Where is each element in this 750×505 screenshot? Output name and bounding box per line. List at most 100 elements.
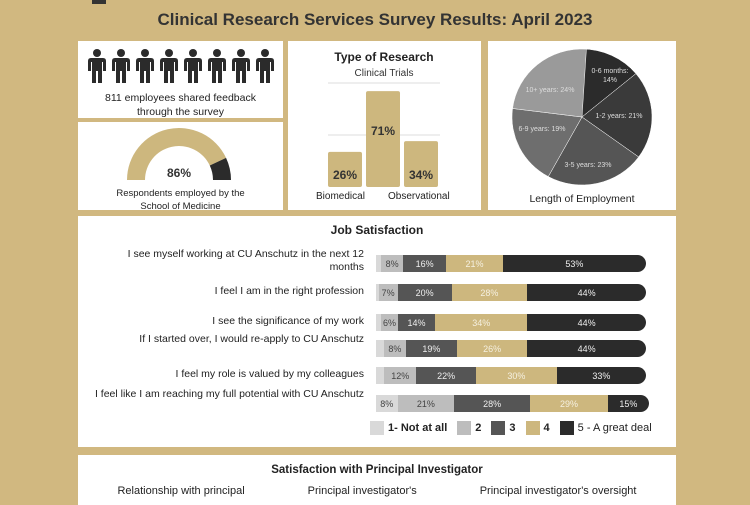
gauge-fill-gold	[127, 128, 227, 180]
stacked-bar: 8% 19% 26% 44%	[376, 340, 646, 357]
pie-label: 6-9 years: 19%	[518, 126, 565, 133]
page-title: Clinical Research Services Survey Result…	[157, 10, 593, 29]
employment-panel: 0-6 months: 14% 1-2 years: 21% 3-5 years: 2…	[488, 41, 676, 210]
research-panel: Type of Research Clinical Trials 26% 71% 3…	[288, 41, 481, 210]
legend-label: 2	[475, 422, 482, 434]
research-title: Type of Research	[334, 50, 433, 64]
pie-label: 3-5 years: 23%	[564, 162, 611, 169]
bar-segment: 22%	[416, 367, 476, 384]
pie-slice	[512, 48, 587, 118]
bar-segment: 15%	[608, 395, 649, 412]
pie-slice	[511, 108, 583, 177]
bar-segment	[376, 255, 382, 272]
pie-label: 10+ years: 24%	[526, 87, 575, 94]
pie-slice	[581, 73, 653, 158]
research-subtitle: Clinical Trials	[355, 68, 414, 79]
bar-segment: 19%	[405, 340, 457, 357]
legend-label: 5 - A great deal	[577, 422, 652, 434]
bar-segment: 8%	[376, 395, 398, 412]
person-icon	[231, 49, 251, 88]
stacked-bar: 8% 21% 28% 29% 15%	[376, 395, 649, 412]
bar-segment: 12%	[384, 367, 417, 384]
legend: 1- Not at all 2 3 4 5 - A great deal	[370, 421, 658, 435]
employment-pie: 0-6 months: 14% 1-2 years: 21% 3-5 years: 2…	[511, 48, 653, 205]
header-logo	[92, 0, 106, 4]
pie-title: Length of Employment	[529, 193, 634, 205]
job-satisfaction-panel: Job Satisfaction I see myself working at…	[78, 216, 676, 447]
som-caption: Respondents employed by the School of Me…	[116, 188, 245, 212]
stacked-bar: 8% 16% 21% 53%	[376, 255, 646, 272]
legend-swatch	[491, 421, 506, 435]
employees-panel: 811 employees shared feedback through th…	[78, 41, 283, 118]
research-bar-label: 26%	[333, 168, 357, 182]
row-label: I feel I am in the right profession	[214, 285, 364, 297]
legend-swatch	[370, 421, 384, 435]
row-label: I see myself working at CU Anschutz in t…	[127, 248, 364, 273]
bar-segment: 53%	[502, 255, 646, 272]
bar-segment: 44%	[527, 284, 646, 301]
bar-segment: 8%	[381, 255, 403, 272]
bar-segment: 21%	[446, 255, 503, 272]
bar-segment: 33%	[556, 367, 646, 384]
person-icon	[207, 49, 227, 88]
bar-segment: 14%	[397, 314, 436, 331]
job-satisfaction-title: Job Satisfaction	[330, 223, 424, 237]
row-label: I feel my role is valued by my colleague…	[175, 368, 364, 380]
bar-segment: 6%	[381, 314, 398, 331]
bar-segment	[376, 314, 382, 331]
person-icon	[159, 49, 179, 88]
pie-label: 1-2 years: 21%	[595, 113, 642, 120]
row-label: If I started over, I would re-apply to C…	[139, 333, 364, 345]
satisfaction-row: I feel like I am reaching my full potent…	[78, 388, 676, 414]
pie-label: 0-6 months: 14%	[592, 68, 629, 84]
satisfaction-row: I see myself working at CU Anschutz in t…	[78, 248, 676, 274]
legend-label: 1- Not at all	[388, 422, 448, 434]
legend-swatch	[525, 421, 540, 435]
som-gauge: 86%	[127, 128, 231, 180]
legend-swatch	[457, 421, 472, 435]
research-bar	[366, 91, 400, 187]
person-icon	[111, 49, 131, 88]
bar-segment	[376, 367, 385, 384]
bar-segment	[376, 284, 379, 301]
row-label: I feel like I am reaching my full potent…	[94, 388, 364, 400]
bar-segment: 20%	[397, 284, 452, 301]
legend-label: 3	[509, 422, 516, 434]
bar-segment: 44%	[527, 340, 646, 357]
bar-segment: 28%	[451, 284, 528, 301]
person-icon	[183, 49, 203, 88]
bar-segment: 21%	[397, 395, 455, 412]
research-bar-label: 71%	[371, 124, 395, 138]
pi-column: Principal investigator's oversight	[479, 485, 637, 497]
bar-segment: 7%	[378, 284, 398, 301]
row-label: I see the significance of my work	[212, 315, 364, 327]
bar-segment: 26%	[456, 340, 528, 357]
people-icons	[78, 49, 283, 88]
pi-column: Relationship with principal	[117, 485, 245, 497]
bar-segment: 44%	[527, 314, 646, 331]
pie-slice	[547, 116, 639, 186]
person-icon	[135, 49, 155, 88]
gauge-fill-dark	[209, 157, 231, 180]
person-icon	[255, 49, 275, 88]
bar-segment: 8%	[384, 340, 406, 357]
bar-segment: 28%	[454, 395, 530, 412]
bar-segment	[376, 340, 385, 357]
stacked-bar: 6% 14% 34% 44%	[376, 314, 646, 331]
satisfaction-row: I see the significance of my work 6% 14% 34…	[78, 313, 676, 333]
legend-swatch	[559, 421, 574, 435]
xlabel-observational: Observational	[388, 191, 450, 202]
xlabel-biomedical: Biomedical	[316, 191, 365, 202]
legend-label: 4	[543, 422, 550, 434]
satisfaction-row: I feel my role is valued by my colleague…	[78, 366, 676, 386]
bar-segment: 30%	[475, 367, 557, 384]
stacked-bar: 12% 22% 30% 33%	[376, 367, 646, 384]
bar-segment: 29%	[529, 395, 609, 412]
som-panel: 86% Respondents employed by the School o…	[78, 122, 283, 212]
research-bar	[328, 151, 362, 187]
pi-column: Principal investigator's	[307, 485, 417, 497]
bar-segment: 34%	[435, 314, 528, 331]
employees-caption: 811 employees shared feedback through th…	[105, 92, 256, 118]
person-icon	[87, 49, 107, 88]
research-chart: Type of Research Clinical Trials 26% 71% 3…	[316, 50, 450, 202]
